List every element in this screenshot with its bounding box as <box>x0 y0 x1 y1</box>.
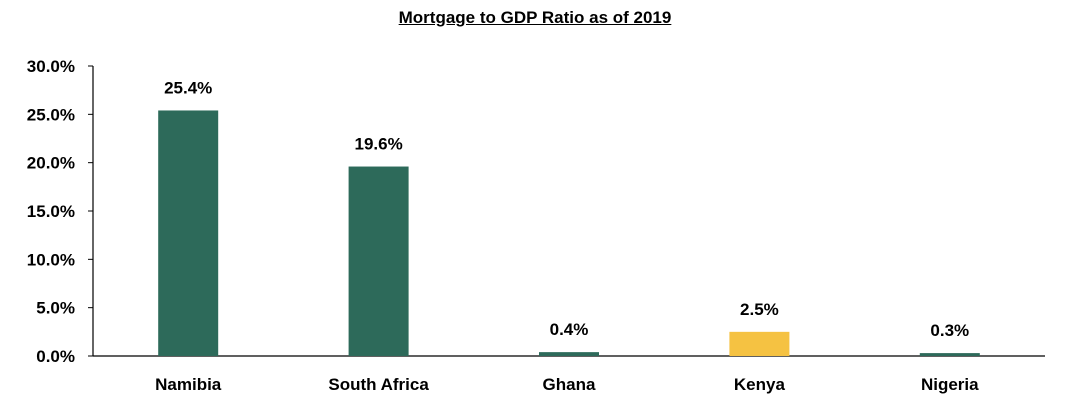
y-axis-ticks: 0.0% 5.0% 10.0% 15.0% 20.0% 25.0% 30.0% <box>27 57 93 366</box>
y-tick-label: 25.0% <box>27 105 75 124</box>
data-label: 19.6% <box>354 135 402 154</box>
y-tick-label: 0.0% <box>36 347 75 366</box>
category-label: South Africa <box>328 375 429 394</box>
category-label: Ghana <box>543 375 596 394</box>
y-tick-label: 20.0% <box>27 154 75 173</box>
category-label: Nigeria <box>921 375 979 394</box>
bar-kenya <box>729 331 790 356</box>
category-labels: Namibia South Africa Ghana Kenya Nigeria <box>155 375 979 394</box>
chart-title: Mortgage to GDP Ratio as of 2019 <box>398 8 672 27</box>
y-tick-label: 10.0% <box>27 250 75 269</box>
data-label: 2.5% <box>740 300 779 319</box>
y-tick-label: 30.0% <box>27 57 75 76</box>
y-tick-label: 5.0% <box>36 299 75 318</box>
data-label: 25.4% <box>164 78 212 97</box>
data-labels: 25.4% 19.6% 0.4% 2.5% 0.3% <box>164 78 969 340</box>
bar-series <box>158 110 980 356</box>
bar-nigeria <box>919 353 980 356</box>
y-tick-label: 15.0% <box>27 202 75 221</box>
bar-namibia <box>158 110 219 356</box>
data-label: 0.4% <box>550 320 589 339</box>
category-label: Kenya <box>734 375 786 394</box>
bar-south-africa <box>348 166 409 356</box>
chart-axes <box>92 66 1045 357</box>
bar-ghana <box>539 352 599 356</box>
category-label: Namibia <box>155 375 222 394</box>
data-label: 0.3% <box>930 321 969 340</box>
